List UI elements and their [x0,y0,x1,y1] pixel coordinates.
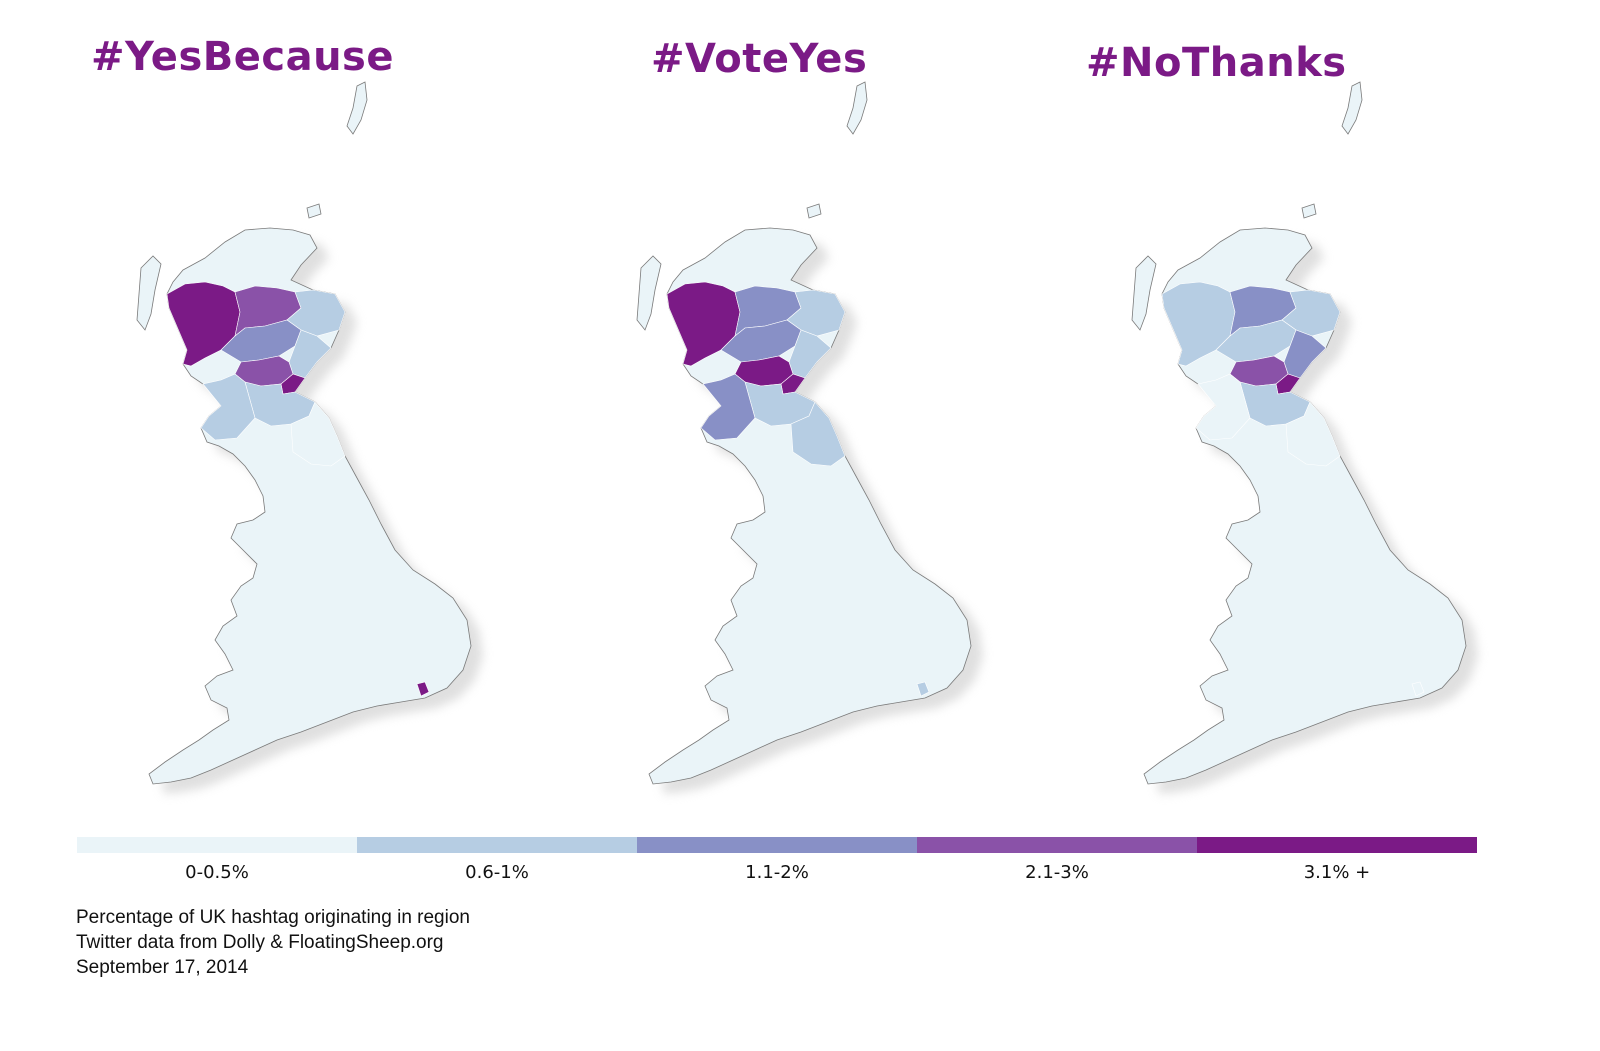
region-kent-spot [416,681,430,697]
shetland-islands [1341,81,1363,135]
legend-swatch-4 [1197,837,1477,853]
legend-label: 0.6-1% [465,862,529,883]
legend-label: 0-0.5% [185,862,249,883]
legend-labels: 0-0.5% 0.6-1% 1.1-2% 2.1-3% 3.1% + [77,862,1477,883]
hebrides-islands [636,255,662,331]
region-northeast [786,289,846,337]
legend-swatch-0 [77,837,357,853]
caption-line-description: Percentage of UK hashtag originating in … [76,907,470,928]
hebrides-islands [1131,255,1157,331]
map-nothanks [1090,80,1510,820]
great-britain-map [136,81,483,794]
legend-label: 2.1-3% [1025,862,1089,883]
region-north-england [1285,401,1341,467]
region-dumfries [700,373,756,441]
orkney-islands [306,203,322,219]
great-britain-map [636,81,983,794]
caption-line-source: Twitter data from Dolly & FloatingSheep.… [76,932,444,953]
region-northeast [1281,289,1341,337]
region-kent-spot [1411,681,1425,697]
orkney-islands [1301,203,1317,219]
region-north-england [790,401,846,467]
map-title-voteyes: #VoteYes [651,36,868,82]
map-voteyes [595,80,1015,820]
map-title-nothanks: #NoThanks [1086,40,1347,86]
legend-swatch-3 [917,837,1197,853]
legend-color-bar [77,837,1477,853]
region-highlands [166,281,241,367]
shetland-islands [846,81,868,135]
region-north-england [290,401,346,467]
orkney-islands [806,203,822,219]
legend-label: 3.1% + [1303,862,1371,883]
legend-swatch-2 [637,837,917,853]
region-highlands [666,281,741,367]
legend-swatch-1 [357,837,637,853]
region-dumfries [1195,373,1251,441]
region-kent-spot [916,681,930,697]
great-britain-map [1131,81,1478,794]
caption: Percentage of UK hashtag originating in … [76,905,470,980]
map-title-yesbecause: #YesBecause [91,34,394,80]
legend-label: 1.1-2% [745,862,809,883]
hebrides-islands [136,255,162,331]
region-northeast [286,289,346,337]
shetland-islands [346,81,368,135]
map-yesbecause [95,80,515,820]
region-highlands [1161,281,1236,367]
caption-line-date: September 17, 2014 [76,957,249,978]
region-dumfries [200,373,256,441]
